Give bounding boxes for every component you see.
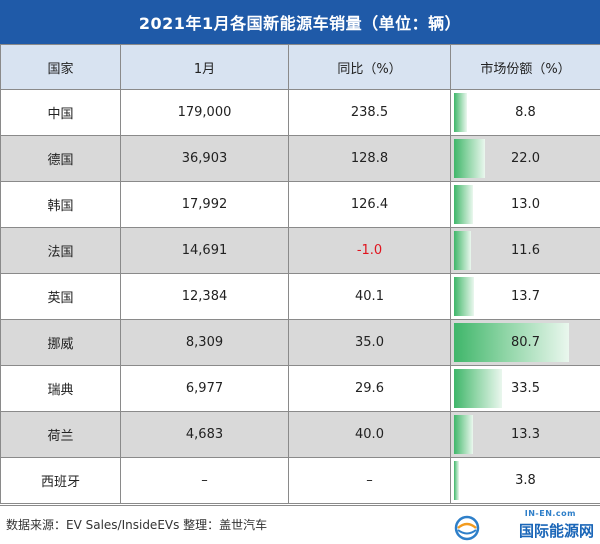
market-share-cell: 8.8 [451, 90, 600, 136]
country-cell: 荷兰 [1, 412, 121, 458]
source-note: 数据来源：EV Sales/InsideEVs 整理：盖世汽车 [6, 516, 267, 533]
market-share-bar [454, 461, 459, 500]
yoy-cell: -1.0 [289, 228, 451, 274]
market-share-value: 11.6 [511, 243, 540, 258]
market-share-value: 22.0 [511, 151, 540, 166]
yoy-cell: 126.4 [289, 182, 451, 228]
market-share-value: 8.8 [515, 105, 536, 120]
market-share-cell: 33.5 [451, 366, 600, 412]
market-share-cell: 3.8 [451, 458, 600, 504]
market-share-cell: 13.7 [451, 274, 600, 320]
country-cell: 西班牙 [1, 458, 121, 504]
market-share-value: 13.0 [511, 197, 540, 212]
logo-name: 国际能源网 [519, 520, 594, 541]
january-sales-cell: 36,903 [121, 136, 289, 182]
market-share-cell: 22.0 [451, 136, 600, 182]
january-sales-cell: 12,384 [121, 274, 289, 320]
january-sales-cell: 6,977 [121, 366, 289, 412]
table-title: 2021年1月各国新能源车销量（单位：辆） [0, 0, 600, 44]
country-cell: 英国 [1, 274, 121, 320]
market-share-bar [454, 369, 502, 408]
market-share-cell: 80.7 [451, 320, 600, 366]
market-share-value: 33.5 [511, 381, 540, 396]
market-share-cell: 13.3 [451, 412, 600, 458]
header-market-share: 市场份额（%） [451, 45, 600, 90]
market-share-bar [454, 139, 485, 178]
market-share-bar [454, 277, 474, 316]
market-share-bar [454, 185, 473, 224]
header-yoy: 同比（%） [289, 45, 451, 90]
yoy-cell: 35.0 [289, 320, 451, 366]
logo-domain: IN-EN.com [525, 509, 576, 518]
yoy-cell: 29.6 [289, 366, 451, 412]
yoy-cell: 40.1 [289, 274, 451, 320]
market-share-bar [454, 231, 471, 270]
header-january: 1月 [121, 45, 289, 90]
market-share-bar [454, 415, 473, 454]
market-share-value: 13.3 [511, 427, 540, 442]
january-sales-cell: 179,000 [121, 90, 289, 136]
january-sales-cell: – [121, 458, 289, 504]
january-sales-cell: 4,683 [121, 412, 289, 458]
country-cell: 韩国 [1, 182, 121, 228]
market-share-cell: 11.6 [451, 228, 600, 274]
country-cell: 法国 [1, 228, 121, 274]
header-country: 国家 [1, 45, 121, 90]
country-cell: 中国 [1, 90, 121, 136]
market-share-value: 3.8 [515, 473, 536, 488]
country-cell: 德国 [1, 136, 121, 182]
january-sales-cell: 14,691 [121, 228, 289, 274]
market-share-value: 80.7 [511, 335, 540, 350]
january-sales-cell: 17,992 [121, 182, 289, 228]
yoy-cell: 238.5 [289, 90, 451, 136]
yoy-cell: – [289, 458, 451, 504]
market-share-value: 13.7 [511, 289, 540, 304]
globe-icon [454, 515, 480, 541]
yoy-cell: 40.0 [289, 412, 451, 458]
country-cell: 瑞典 [1, 366, 121, 412]
yoy-cell: 128.8 [289, 136, 451, 182]
market-share-cell: 13.0 [451, 182, 600, 228]
country-cell: 挪威 [1, 320, 121, 366]
footer: 数据来源：EV Sales/InsideEVs 整理：盖世汽车 IN-EN.co… [0, 505, 600, 544]
january-sales-cell: 8,309 [121, 320, 289, 366]
site-logo: IN-EN.com 国际能源网 [454, 509, 594, 543]
table-row: 西班牙––3.8 [1, 458, 600, 504]
market-share-bar [454, 93, 467, 132]
table-header-row: 国家 1月 同比（%） 市场份额（%） [1, 45, 600, 90]
